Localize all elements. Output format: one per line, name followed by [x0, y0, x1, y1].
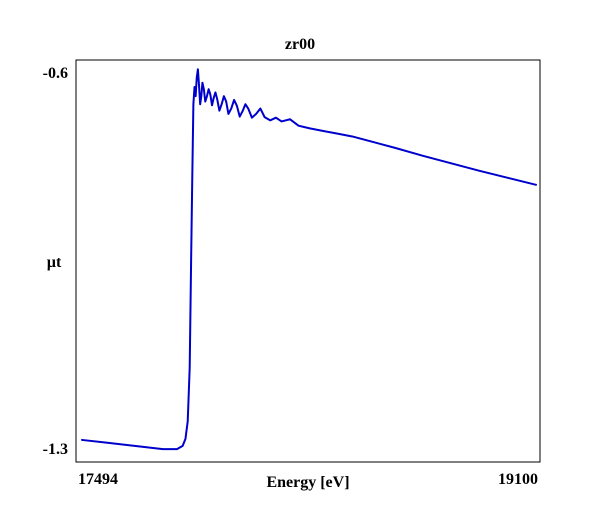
y-axis-label: µt [47, 254, 62, 271]
plot-area [75, 59, 541, 463]
spectrum-series-line [81, 68, 537, 451]
chart-title: zr00 [285, 36, 315, 53]
x-tick-label-right: 19100 [498, 471, 538, 488]
y-tick-label-top: -0.6 [43, 65, 68, 82]
x-tick-label-left: 17494 [78, 471, 118, 488]
y-tick-label-bottom: -1.3 [43, 441, 68, 458]
x-axis-label: Energy [eV] [266, 474, 349, 491]
